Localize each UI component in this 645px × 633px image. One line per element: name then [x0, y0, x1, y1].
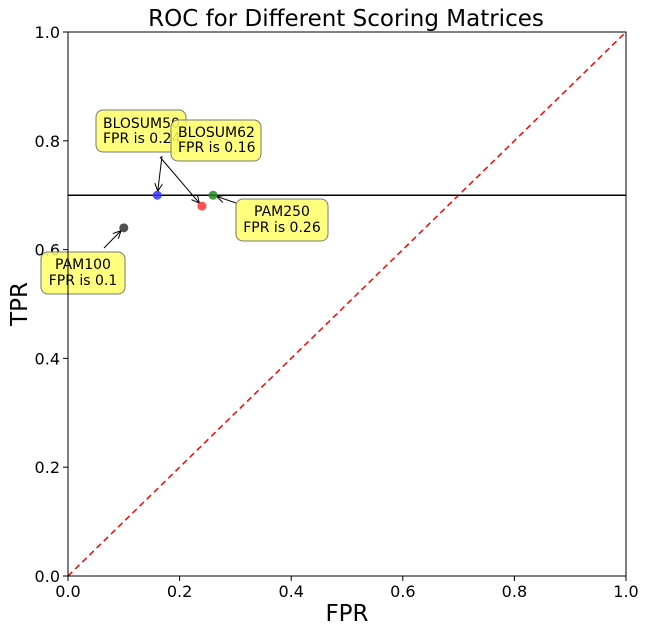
x-tick-label: 0.8	[502, 582, 527, 601]
annotation-arrow	[218, 197, 237, 204]
annotation-fpr: FPR is 0.24	[103, 131, 181, 147]
annotation-fpr: FPR is 0.1	[49, 273, 118, 289]
plot-frame	[67, 31, 627, 577]
x-tick-label: 0.2	[167, 582, 192, 601]
chart-title: ROC for Different Scoring Matrices	[148, 6, 544, 32]
data-point	[197, 201, 207, 211]
data-point	[152, 190, 162, 200]
data-point	[119, 223, 129, 233]
annotation-box	[170, 119, 262, 162]
ticks-layer: 0.0 0.2 0.4 0.6 0.8 1.00.00.20.40.60.81.0	[35, 23, 639, 601]
x-axis-title: FPR	[325, 601, 368, 627]
y-tick-label: 0.2	[35, 458, 60, 477]
y-axis-title: TPR	[7, 282, 33, 327]
y-tick-label: 0.8	[35, 132, 60, 151]
annotation-name: PAM250	[254, 204, 310, 220]
annotation-box	[235, 198, 329, 242]
annotation-fpr: FPR is 0.16	[178, 140, 256, 156]
y-tick-label: 0.4	[35, 349, 60, 368]
y-tick-label: 0.0	[35, 567, 60, 586]
annotation-box	[40, 251, 126, 295]
x-tick-label: 0.0	[55, 582, 80, 601]
annotation-name: PAM100	[55, 257, 111, 273]
annotation-arrow	[159, 156, 199, 202]
data-point	[208, 190, 218, 200]
annotation-arrow	[158, 155, 162, 190]
x-tick-label: 0.4	[278, 582, 303, 601]
y-tick-label: 1.0	[35, 23, 60, 42]
x-tick-label: 1.0	[613, 582, 638, 601]
annotation-name: BLOSUM62	[178, 125, 255, 141]
annotation-arrow	[103, 231, 120, 249]
annotation-name: BLOSUM50	[103, 116, 180, 132]
x-tick-label: 0.6	[390, 582, 415, 601]
annotation-fpr: FPR is 0.26	[243, 220, 321, 236]
